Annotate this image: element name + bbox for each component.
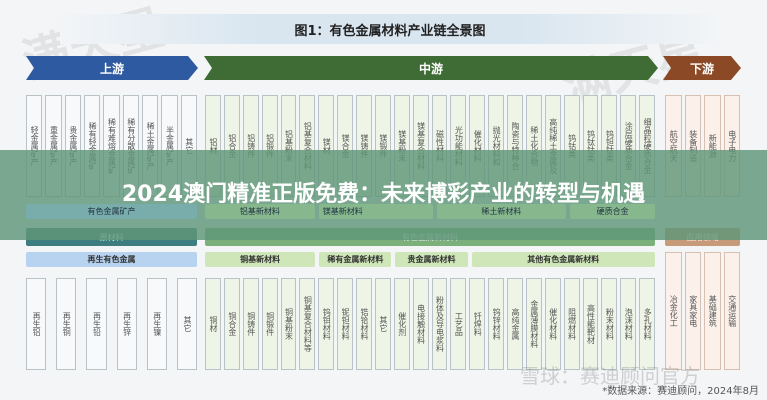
headline-text: 2024澳门精准正版免费：未来博彩产业的转型与机遇 [121,182,646,207]
column-item: 阻燃材料 [563,278,580,370]
column-item: 铜铸件 [242,278,259,370]
column-item: 工艺品 [450,278,467,370]
column-item: 其它 [374,278,391,370]
row3-other: 其他有色金属新材料 [471,252,656,267]
column-item: 再生锌 [116,278,137,370]
column-item: 交通运输 [723,252,740,370]
data-source: *数据来源：赛迪顾问，2024年8月 [602,386,759,397]
column-item: 粉末材料 [601,278,618,370]
row1-magnesium: 镁基新材料 [318,204,433,219]
column-item: 钨钼材料 [318,278,335,370]
row3-recycled: 再生有色金属 [26,252,197,267]
column-item: 电接触材料 [412,278,429,370]
column-item: 铜材 [205,278,221,370]
row1-midstream: 铝基新材料 镁基新材料 稀土新材料 硬质合金 [205,204,655,219]
column-item: 基础建筑 [704,252,721,370]
row3-precious: 贵金属新材料 [395,252,468,267]
column-item: 再生铜 [56,278,77,370]
column-item: 催化材料 [544,278,561,370]
column-item: 再生铅 [86,278,107,370]
column-item: 高性能靶材 [582,278,599,370]
midstream-bottom-columns: 铜材 铜合金 铜铸件 铜锻件 铜基粉末 铜基复合材料等 钨钼材料 铌钽材料 锆铪材料 其它 催化剂电… [205,278,655,370]
column-item: 多孔材料 [639,278,655,370]
column-item: 锆铪材料 [356,278,372,370]
column-item: 粉体及导电浆料 [431,278,448,370]
upstream-bottom-columns: 再生铝 再生铜 再生铅 再生锌 再生镍 其它 [26,278,198,370]
column-item: 再生镍 [146,278,167,370]
column-item: 铜基复合材料等 [299,278,316,370]
downstream-bottom-columns: 冶金化工 家具家电 基础建筑 交通运输 [665,252,740,370]
watermark-xueqiu: 雪球：赛迪顾问官方 [520,364,700,388]
stage-downstream: 下游 [663,56,741,80]
column-item: 再生铝 [26,278,47,370]
column-item: 铌钽材料 [337,278,353,370]
column-item: 钎焊料 [469,278,486,370]
row1-rare-earth: 稀土新材料 [436,204,567,219]
title-bar: 图1：有色金属材料产业链全景图 [60,14,720,44]
row3-midstream: 铜基新材料 稀有金属新材料 贵金属新材料 其他有色金属新材料 [205,252,656,267]
stage-midstream: 中游 [204,56,658,80]
column-item: 钨锌材料 [488,278,504,370]
column-item: 催化剂 [393,278,410,370]
headline-banner: 2024澳门精准正版免费：未来博彩产业的转型与机遇 [0,150,767,240]
column-item: 冶金化工 [665,252,682,370]
diagram-title: 图1：有色金属材料产业链全景图 [294,23,486,39]
column-item: 其它 [176,278,198,370]
stage-upstream: 上游 [26,56,198,80]
column-item: 家具家电 [684,252,701,370]
row1-hard-alloy: 硬质合金 [570,204,655,219]
row1-aluminum: 铝基新材料 [205,204,315,219]
row3-rare-metal: 稀有金属新材料 [319,252,392,267]
column-item: 泡沫材料 [620,278,637,370]
column-item: 铜基粉末 [280,278,297,370]
column-item: 铜合金 [223,278,240,370]
column-item: 金属薄膜材料 [525,278,542,370]
column-item: 高纯金属 [507,278,523,370]
row3-copper: 铜基新材料 [205,252,316,267]
column-item: 铜锻件 [261,278,278,370]
row1-upstream: 有色金属矿产 [26,204,197,219]
